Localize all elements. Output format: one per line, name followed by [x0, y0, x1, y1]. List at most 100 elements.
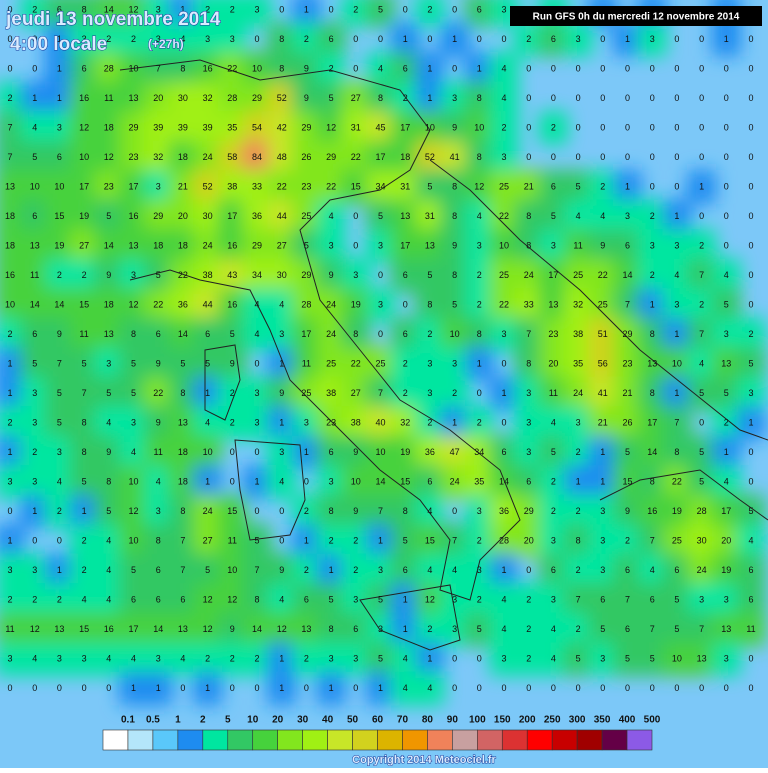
precip-value: 5: [106, 506, 111, 516]
precip-value: 18: [178, 476, 188, 486]
precip-cell: [464, 465, 494, 499]
precip-value: 23: [301, 181, 311, 191]
precip-value: 2: [230, 4, 235, 14]
precip-cell: [440, 170, 469, 204]
precip-value: 2: [304, 565, 309, 575]
precip-value: 10: [351, 476, 361, 486]
precip-cell: [0, 465, 25, 499]
precip-cell: [0, 317, 25, 352]
legend-swatch: [477, 729, 503, 751]
precip-value: 5: [600, 624, 605, 634]
precip-value: 5: [329, 594, 334, 604]
precip-value: 27: [351, 388, 361, 398]
precip-value: 36: [425, 447, 435, 457]
precip-value: 14: [375, 476, 385, 486]
precip-value: 9: [156, 358, 161, 368]
precip-cell: [119, 494, 148, 529]
legend-label: 300: [569, 715, 586, 726]
precip-cell: [366, 288, 395, 322]
precip-cell: [193, 170, 222, 204]
precip-value: 2: [32, 4, 37, 14]
precip-value: 10: [474, 122, 484, 132]
precip-cell: [267, 52, 297, 86]
precip-value: 1: [724, 447, 729, 457]
precip-cell: [539, 22, 568, 57]
precip-value: 5: [576, 653, 581, 663]
precip-cell: [267, 465, 297, 499]
precip-value: 3: [551, 594, 556, 604]
precip-value: 5: [699, 447, 704, 457]
precip-value: 18: [5, 240, 15, 250]
precip-cell: [69, 22, 99, 57]
precip-value: 0: [724, 683, 729, 693]
precip-value: 22: [178, 270, 188, 280]
precip-value: 15: [425, 535, 435, 545]
precip-cell: [316, 553, 346, 588]
precip-value: 3: [378, 565, 383, 575]
precip-value: 3: [57, 653, 62, 663]
precip-cell: [464, 494, 494, 529]
coastlines: [119, 59, 768, 651]
precip-cell: [193, 317, 222, 352]
precip-value: 0: [477, 34, 482, 44]
precip-cell: [662, 288, 692, 322]
precip-value: 4: [427, 565, 432, 575]
precip-value: 5: [452, 299, 457, 309]
precip-cell: [316, 81, 346, 116]
precip-value: 0: [674, 683, 679, 693]
precip-cell: [143, 199, 173, 234]
precip-value: 36: [252, 211, 262, 221]
precip-cell: [217, 642, 247, 676]
precip-value: 3: [254, 4, 259, 14]
precip-value: 4: [600, 211, 605, 221]
precip-cell: [20, 406, 50, 440]
precip-cell: [0, 258, 25, 293]
precip-cell: [687, 612, 716, 647]
precip-cell: [341, 612, 371, 647]
precip-value: 3: [32, 388, 37, 398]
precip-cell: [613, 524, 642, 558]
precip-value: 1: [205, 388, 210, 398]
precip-cell: [119, 553, 148, 588]
precip-value: 5: [106, 388, 111, 398]
precip-value: 25: [301, 211, 311, 221]
precip-value: 0: [7, 34, 12, 44]
precip-value: 15: [54, 211, 64, 221]
precip-cell: [316, 347, 346, 381]
precip-cell: [267, 435, 297, 470]
precip-cell: [193, 22, 222, 57]
precip-value: 0: [501, 683, 506, 693]
precip-cell: [415, 288, 445, 322]
precip-cell: [69, 317, 99, 352]
precip-value: 3: [600, 565, 605, 575]
precip-cell: [588, 376, 618, 411]
precip-cell: [94, 140, 124, 175]
precip-value: 2: [427, 417, 432, 427]
precip-cell: [217, 376, 247, 411]
precip-value: 1: [427, 653, 432, 663]
precip-cell: [69, 612, 99, 647]
precip-cell: [292, 583, 321, 617]
precip-value: 7: [180, 535, 185, 545]
precip-value: 14: [252, 624, 262, 634]
precip-cell: [0, 642, 25, 676]
precip-cell: [341, 111, 371, 145]
precip-cell: [415, 229, 445, 263]
precip-cell: [514, 229, 544, 263]
precip-value: 5: [378, 594, 383, 604]
precip-cell: [514, 347, 544, 381]
precip-cell: [588, 583, 618, 617]
precip-cell: [464, 0, 494, 27]
precip-value: 0: [724, 181, 729, 191]
precip-value: 56: [598, 358, 608, 368]
precip-value: 34: [474, 447, 484, 457]
precip-cell: [119, 376, 148, 411]
precip-value: 1: [724, 34, 729, 44]
precip-value: 8: [156, 535, 161, 545]
precip-value: 1: [57, 565, 62, 575]
precip-cell: [45, 111, 74, 145]
precip-cell: [736, 376, 766, 411]
precip-cell: [242, 52, 272, 86]
precip-value: 8: [650, 476, 655, 486]
precip-value: 1: [32, 93, 37, 103]
